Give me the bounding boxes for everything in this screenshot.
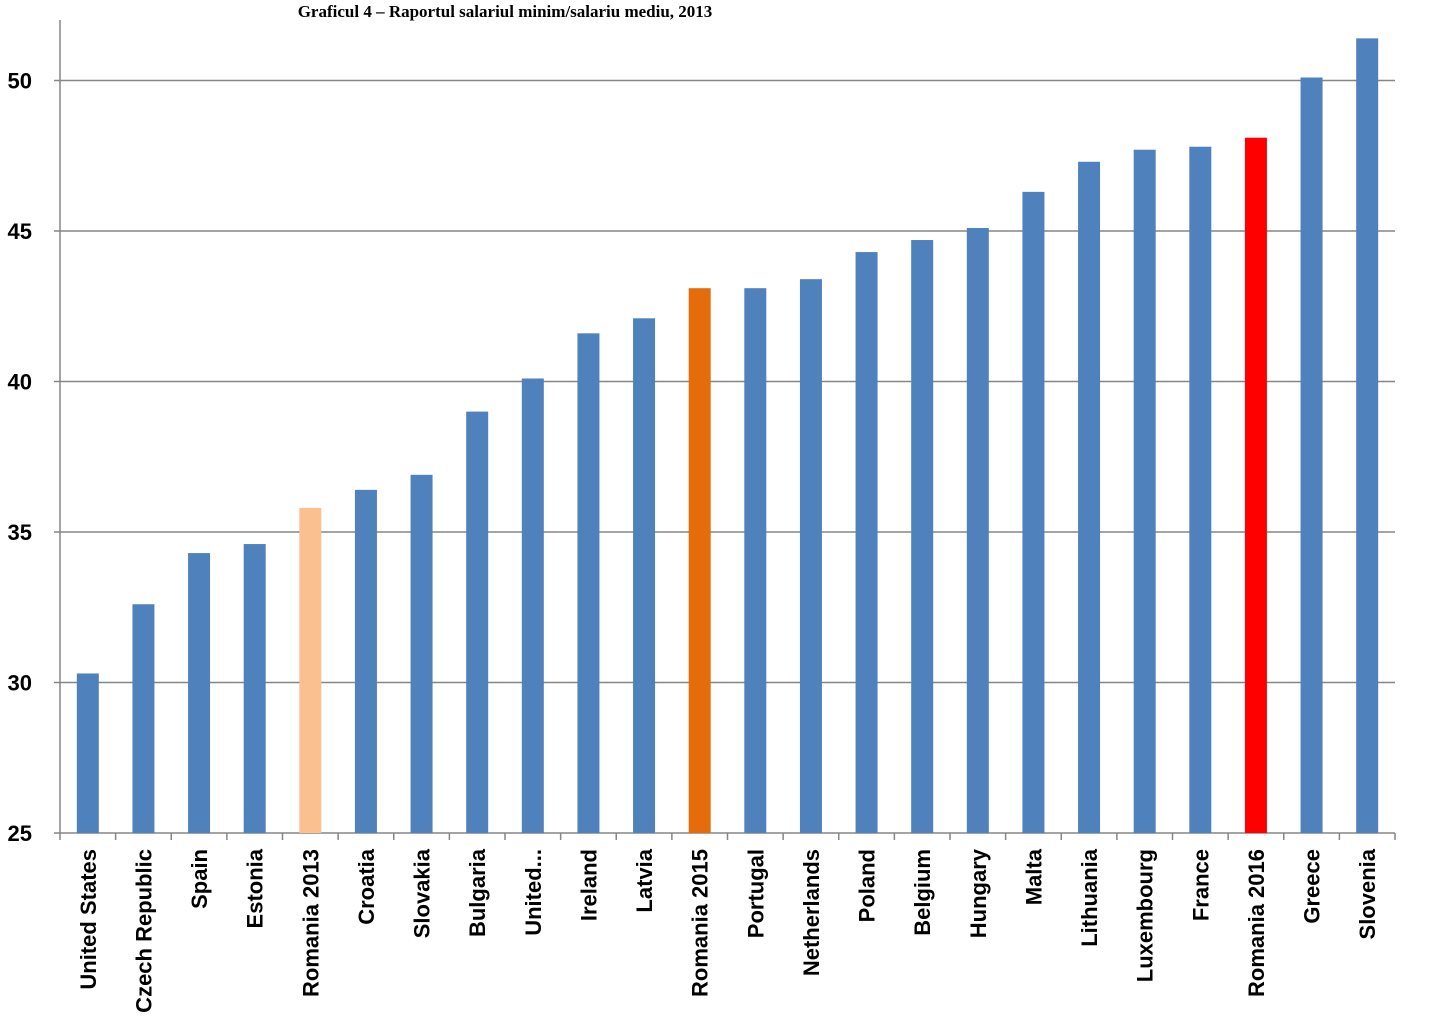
- bar-bulgaria: [466, 411, 489, 833]
- x-tick-label: Estonia: [243, 848, 268, 928]
- bar-luxembourg: [1133, 149, 1156, 834]
- bar-france: [1189, 146, 1212, 834]
- x-tick-label: Bulgaria: [465, 848, 490, 937]
- bar-poland: [855, 252, 878, 833]
- x-tick-label: Romania 2016: [1244, 849, 1269, 997]
- y-tick-labels: 25 30 35 40 45 50: [8, 69, 32, 847]
- bar-estonia: [243, 544, 266, 833]
- axes: [54, 20, 1396, 840]
- bar-greece: [1300, 77, 1323, 834]
- bar-slovakia: [410, 474, 433, 833]
- x-tick-label: Malta: [1021, 848, 1046, 905]
- bar-romania-2015: [688, 288, 711, 833]
- bar-netherlands: [799, 279, 822, 833]
- y-tick-label: 30: [8, 671, 32, 696]
- x-tick-label: Belgium: [910, 849, 935, 936]
- x-tick-label: France: [1188, 849, 1213, 921]
- x-tick-label: Croatia: [354, 848, 379, 925]
- x-tick-label: Luxembourg: [1133, 849, 1158, 982]
- y-tick-label: 25: [8, 821, 32, 846]
- bar-united-states: [76, 673, 99, 833]
- x-tick-label: Hungary: [966, 848, 991, 938]
- x-tick-label: Lithuania: [1077, 848, 1102, 947]
- bar-belgium: [911, 240, 934, 833]
- bar-slovenia: [1356, 38, 1379, 834]
- x-tick-label: Latvia: [632, 848, 657, 912]
- x-tick-label: Poland: [855, 849, 880, 922]
- bar-hungary: [966, 227, 989, 834]
- bar-spain: [188, 553, 211, 833]
- x-tick-label: United States: [76, 849, 101, 990]
- x-tick-label: Romania 2015: [688, 849, 713, 997]
- chart-title: Graficul 4 – Raportul salariul minim/sal…: [297, 2, 713, 21]
- x-tick-label: Czech Republic: [131, 849, 156, 1013]
- x-tick-label: Slovenia: [1355, 848, 1380, 939]
- bar-croatia: [354, 489, 377, 833]
- y-tick-label: 40: [8, 370, 32, 395]
- bar-united: [521, 378, 544, 833]
- x-tick-label: Portugal: [743, 849, 768, 938]
- y-tick-label: 35: [8, 520, 32, 545]
- bar-romania-2013: [299, 507, 322, 833]
- bar-malta: [1022, 191, 1045, 833]
- bar-latvia: [633, 318, 656, 833]
- x-tick-label: Ireland: [576, 849, 601, 921]
- bars: [76, 38, 1379, 834]
- y-tick-label: 45: [8, 219, 32, 244]
- x-tick-label: Slovakia: [410, 848, 435, 938]
- x-tick-label: Romania 2013: [298, 849, 323, 997]
- bar-lithuania: [1078, 161, 1101, 833]
- x-tick-label: Greece: [1300, 849, 1325, 924]
- gridlines: [60, 79, 1395, 684]
- bar-czech-republic: [132, 604, 155, 833]
- x-tick-label: Spain: [187, 849, 212, 909]
- y-tick-label: 50: [8, 69, 32, 94]
- x-tick-label: United...: [521, 849, 546, 936]
- bar-romania-2016: [1244, 137, 1267, 833]
- x-tick-labels: United States Czech Republic Spain Estonia R…: [76, 848, 1380, 1013]
- bar-ireland: [577, 333, 600, 833]
- x-tick-label: Netherlands: [799, 849, 824, 976]
- bar-portugal: [744, 288, 767, 833]
